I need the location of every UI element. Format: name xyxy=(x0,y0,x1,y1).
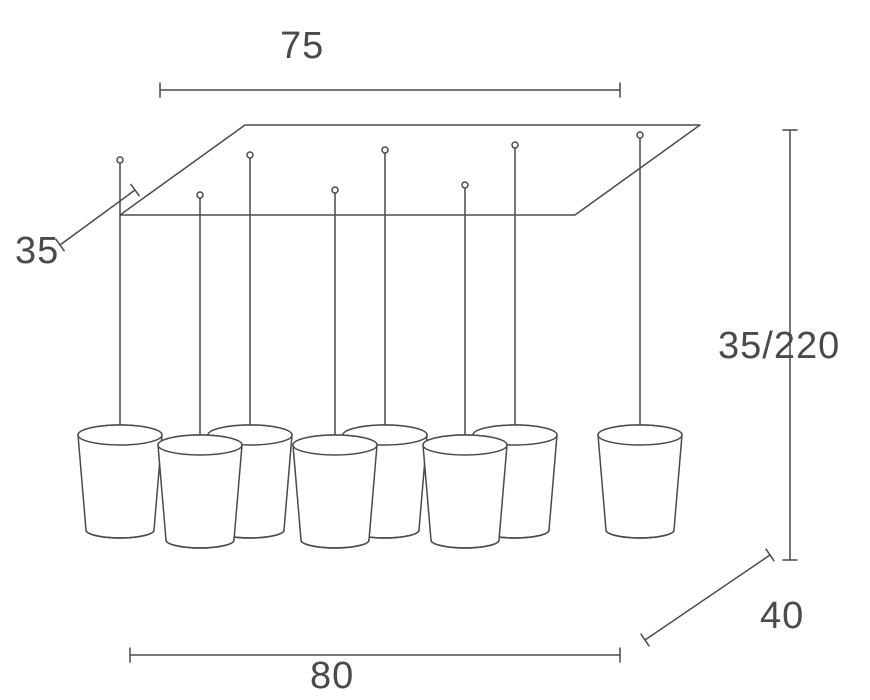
dim-label-ceiling-depth: 35 xyxy=(15,230,59,273)
dim-label-overall-depth: 40 xyxy=(760,595,804,638)
technical-drawing: 75 35 35/220 80 40 xyxy=(0,0,870,700)
dim-label-overall-width: 80 xyxy=(310,655,354,698)
dim-label-height-range: 35/220 xyxy=(718,325,840,368)
dim-label-ceiling-width: 75 xyxy=(280,25,324,68)
